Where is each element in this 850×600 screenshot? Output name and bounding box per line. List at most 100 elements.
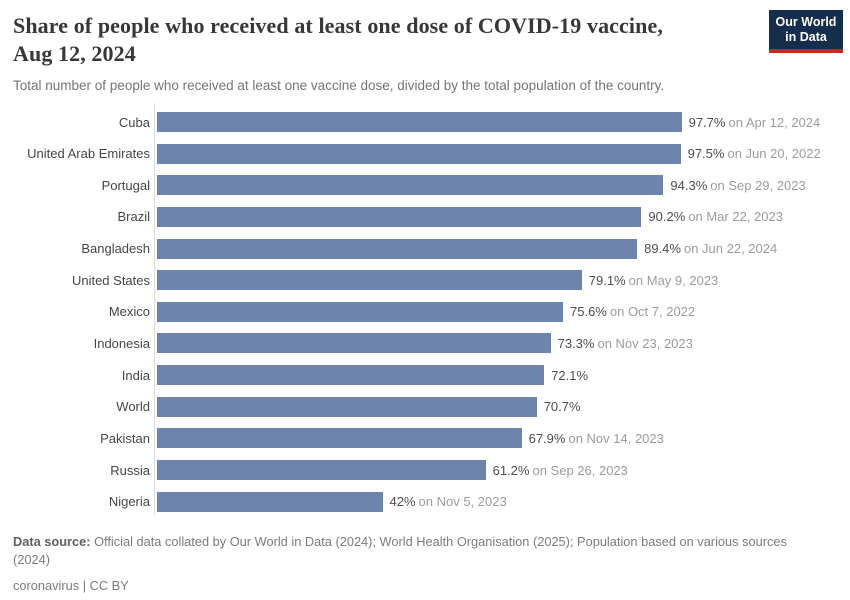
bar-row: Bangladesh 89.4% on Jun 22, 2024 [13, 233, 837, 265]
bar[interactable] [157, 460, 486, 481]
percent-value: 42% [389, 494, 416, 510]
percent-value: 70.7% [543, 399, 581, 415]
date-value: on Jun 20, 2022 [727, 146, 821, 162]
bar[interactable] [157, 333, 551, 354]
entity-label: Brazil [117, 209, 150, 225]
value-label: 90.2% on Mar 22, 2023 [648, 209, 783, 224]
date-value: on Apr 12, 2024 [728, 114, 821, 130]
date-value: on Sep 29, 2023 [710, 177, 806, 193]
percent-value: 61.2% [492, 462, 530, 478]
date-value: on Jun 22, 2024 [683, 241, 778, 257]
bar-track: 97.7% on Apr 12, 2024 [157, 112, 820, 132]
bar-track: 89.4% on Jun 22, 2024 [157, 238, 778, 259]
bar-row: Nigeria 42% on Nov 5, 2023 [13, 486, 837, 518]
percent-value: 94.3% [670, 177, 708, 193]
chart-subtitle: Total number of people who received at l… [13, 78, 665, 93]
bar-track: 79.1% on May 9, 2023 [157, 270, 719, 291]
bar-track: 72.1% [157, 365, 588, 386]
bar-row: Mexico 75.6% on Oct 7, 2022 [13, 296, 837, 328]
entity-label: Russia [110, 462, 150, 478]
bar-track: 97.5% on Jun 20, 2022 [157, 143, 821, 164]
bar[interactable] [157, 270, 582, 291]
entity-label: Pakistan [100, 430, 150, 446]
date-value: on Mar 22, 2023 [688, 209, 783, 225]
bar[interactable] [157, 396, 537, 417]
bar[interactable] [157, 175, 664, 196]
bar-track: 94.3% on Sep 29, 2023 [157, 175, 806, 196]
bar[interactable] [157, 112, 682, 132]
owid-logo-line1: Our World [775, 15, 837, 29]
data-source-label: Data source: [13, 534, 91, 549]
chart-title-line1: Share of people who received at least on… [13, 13, 663, 38]
chart-footer: Data source: Official data collated by O… [13, 533, 813, 595]
bar-row: United Arab Emirates 97.5% on Jun 20, 202… [13, 138, 837, 170]
license-note: coronavirus | CC BY [13, 578, 129, 593]
percent-value: 79.1% [588, 272, 626, 288]
bar[interactable] [157, 143, 681, 164]
entity-label: Cuba [118, 114, 150, 130]
entity-label: Nigeria [108, 494, 150, 510]
entity-label: United States [71, 272, 150, 288]
bar-track: 73.3% on Nov 23, 2023 [157, 333, 693, 354]
bar[interactable] [157, 238, 638, 259]
bar-track: 42% on Nov 5, 2023 [157, 491, 507, 512]
percent-value: 97.5% [687, 146, 725, 162]
value-label: 97.5% on Jun 20, 2022 [688, 146, 821, 161]
bar-chart: Cuba 97.7% on Apr 12, 2024 United Arab Em… [13, 103, 837, 517]
date-value: on Nov 5, 2023 [418, 494, 507, 510]
percent-value: 89.4% [644, 241, 681, 257]
entity-label: India [121, 367, 150, 383]
value-label: 70.7% [544, 399, 581, 414]
bar-row: Pakistan 67.9% on Nov 14, 2023 [13, 423, 837, 455]
entity-label: Portugal [101, 177, 150, 193]
date-value: on May 9, 2023 [628, 272, 719, 288]
bar-track: 75.6% on Oct 7, 2022 [157, 301, 695, 322]
date-value: on Nov 23, 2023 [597, 335, 693, 351]
percent-value: 67.9% [528, 430, 566, 446]
bar-row: India 72.1% [13, 359, 837, 391]
value-label: 73.3% on Nov 23, 2023 [558, 336, 693, 351]
bar-row: Indonesia 73.3% on Nov 23, 2023 [13, 328, 837, 360]
chart-header: Share of people who received at least on… [13, 0, 843, 93]
bar[interactable] [157, 428, 522, 449]
bar[interactable] [157, 301, 563, 322]
y-axis-line [154, 103, 155, 515]
bar-row: United States 79.1% on May 9, 2023 [13, 264, 837, 296]
bar-track: 67.9% on Nov 14, 2023 [157, 428, 664, 449]
bar-row: Portugal 94.3% on Sep 29, 2023 [13, 169, 837, 201]
data-source-text: Official data collated by Our World in D… [13, 534, 787, 567]
value-label: 97.7% on Apr 12, 2024 [689, 115, 821, 130]
bar[interactable] [157, 206, 642, 227]
bar-row: Cuba 97.7% on Apr 12, 2024 [13, 106, 837, 138]
value-label: 79.1% on May 9, 2023 [589, 273, 719, 288]
bar-row: Russia 61.2% on Sep 26, 2023 [13, 454, 837, 486]
data-source-note: Data source: Official data collated by O… [13, 533, 813, 569]
percent-value: 97.7% [688, 114, 726, 130]
chart-title: Share of people who received at least on… [13, 0, 743, 68]
owid-logo-line2: in Data [785, 30, 827, 44]
date-value: on Sep 26, 2023 [532, 462, 628, 478]
bar-track: 70.7% [157, 396, 581, 417]
bar-row: World 70.7% [13, 391, 837, 423]
entity-label: Indonesia [93, 335, 150, 351]
entity-label: Mexico [108, 304, 150, 320]
value-label: 42% on Nov 5, 2023 [390, 494, 507, 509]
entity-label: United Arab Emirates [27, 146, 150, 162]
bar-row: Brazil 90.2% on Mar 22, 2023 [13, 201, 837, 233]
percent-value: 72.1% [551, 367, 589, 383]
value-label: 94.3% on Sep 29, 2023 [670, 178, 805, 193]
percent-value: 75.6% [570, 304, 607, 320]
bar-track: 61.2% on Sep 26, 2023 [157, 460, 628, 481]
entity-label: Bangladesh [81, 241, 150, 257]
bar[interactable] [157, 491, 383, 512]
value-label: 61.2% on Sep 26, 2023 [493, 463, 628, 478]
percent-value: 90.2% [648, 209, 686, 225]
bar-track: 90.2% on Mar 22, 2023 [157, 206, 783, 227]
date-value: on Oct 7, 2022 [609, 304, 696, 320]
value-label: 75.6% on Oct 7, 2022 [570, 304, 695, 319]
bar[interactable] [157, 365, 545, 386]
owid-logo: Our World in Data [769, 10, 843, 53]
value-label: 72.1% [551, 368, 588, 383]
bar-rows: Cuba 97.7% on Apr 12, 2024 United Arab Em… [13, 106, 837, 517]
entity-label: World [116, 399, 150, 415]
